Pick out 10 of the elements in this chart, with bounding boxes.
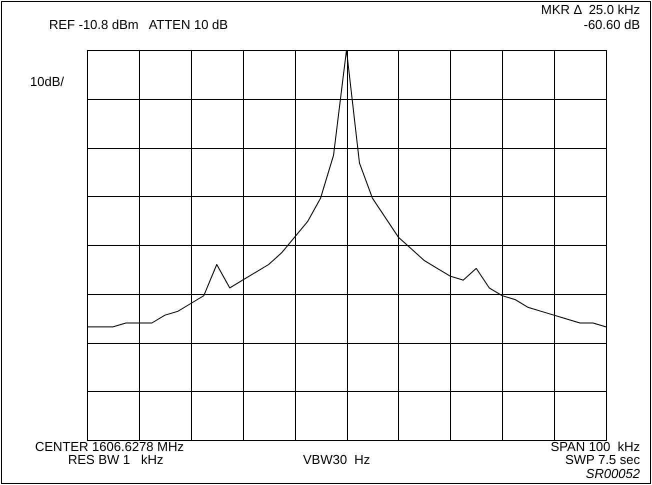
text: SR00052: [586, 466, 640, 481]
annotation: CENTER 1606.6278 MHz: [35, 439, 184, 454]
text: REF -10.8 dBm ATTEN 10 dB: [49, 17, 228, 32]
text: RES BW 1 kHz: [68, 452, 164, 467]
text: VBW30 Hz: [303, 452, 370, 467]
text: -60.60 dB: [584, 17, 640, 32]
text: SWP 7.5 sec: [565, 452, 640, 467]
annotation: SPAN 100 kHz: [550, 439, 640, 454]
text: 10dB/: [30, 74, 64, 89]
text: MKR Δ 25.0 kHz: [541, 2, 640, 17]
